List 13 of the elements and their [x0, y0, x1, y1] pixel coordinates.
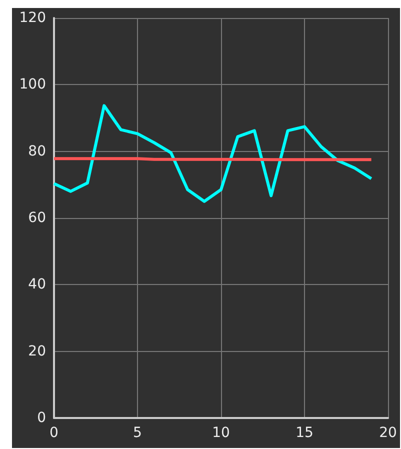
y-tick-label: 0	[37, 410, 46, 426]
x-tick-label: 10	[212, 425, 230, 441]
y-tick-label: 60	[28, 210, 46, 226]
x-tick-label: 20	[379, 425, 397, 441]
y-tick-label: 100	[19, 76, 46, 93]
y-tick-label: 20	[28, 343, 46, 360]
y-tick-label: 40	[28, 276, 46, 293]
x-tick-label: 5	[133, 425, 142, 441]
line-series	[52, 104, 373, 203]
y-tick-label: 120	[19, 10, 46, 26]
x-tick-label: 15	[296, 425, 314, 441]
y-tick-label: 80	[28, 143, 46, 160]
x-tick-label: 0	[50, 425, 58, 441]
